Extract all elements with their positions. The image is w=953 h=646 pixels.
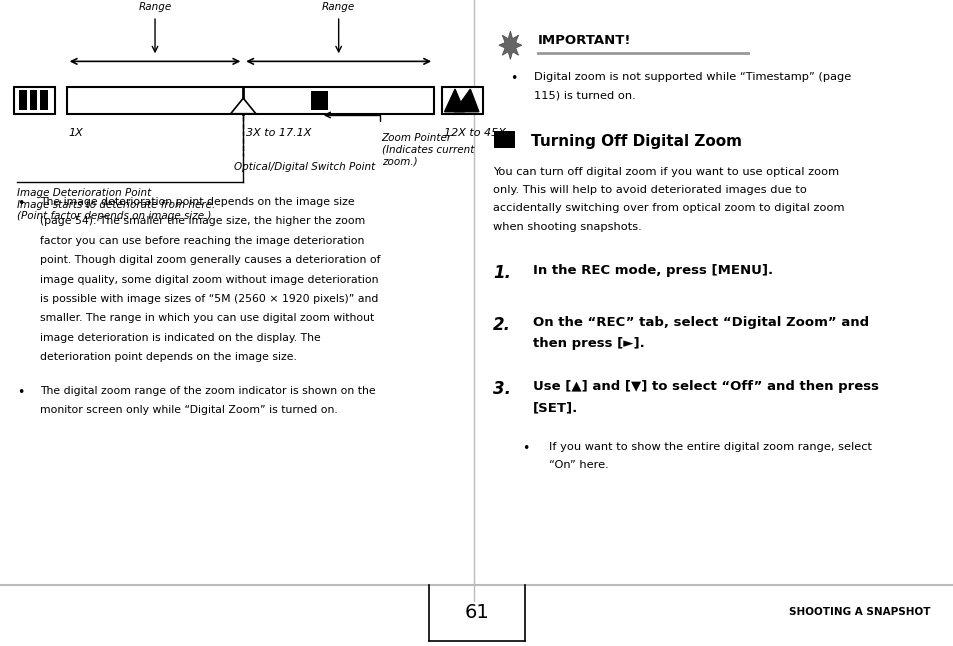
Text: In the REC mode, press [MENU].: In the REC mode, press [MENU]. [533, 264, 773, 277]
Text: SHOOTING A SNAPSHOT: SHOOTING A SNAPSHOT [788, 607, 929, 618]
Text: 115) is turned on.: 115) is turned on. [534, 90, 636, 100]
Text: 3X to 17.1X: 3X to 17.1X [246, 128, 312, 138]
Text: The digital zoom range of the zoom indicator is shown on the: The digital zoom range of the zoom indic… [40, 386, 375, 395]
Text: 2.: 2. [493, 316, 511, 334]
FancyBboxPatch shape [14, 87, 55, 114]
Text: •: • [17, 197, 25, 210]
Text: On the “REC” tab, select “Digital Zoom” and: On the “REC” tab, select “Digital Zoom” … [533, 316, 868, 329]
Text: 1X: 1X [69, 128, 83, 138]
Text: You can turn off digital zoom if you want to use optical zoom: You can turn off digital zoom if you wan… [493, 167, 839, 177]
Polygon shape [498, 31, 521, 59]
Text: then press [►].: then press [►]. [533, 337, 644, 350]
FancyBboxPatch shape [67, 87, 434, 114]
Text: accidentally switching over from optical zoom to digital zoom: accidentally switching over from optical… [493, 203, 843, 213]
Polygon shape [231, 98, 255, 114]
Text: image deterioration is indicated on the display. The: image deterioration is indicated on the … [40, 333, 320, 342]
Text: deterioration point depends on the image size.: deterioration point depends on the image… [40, 352, 296, 362]
Text: 61: 61 [464, 603, 489, 622]
Text: The image deterioration point depends on the image size: The image deterioration point depends on… [40, 197, 355, 207]
Text: [SET].: [SET]. [533, 402, 578, 415]
Text: •: • [521, 442, 529, 455]
FancyBboxPatch shape [19, 90, 27, 110]
Polygon shape [454, 89, 478, 112]
Text: 3.: 3. [493, 380, 511, 399]
Text: Image Deterioration Point
Image starts to deteriorate from here.
(Point factor d: Image Deterioration Point Image starts t… [17, 188, 215, 221]
Text: 1.: 1. [493, 264, 511, 282]
Text: monitor screen only while “Digital Zoom” is turned on.: monitor screen only while “Digital Zoom”… [40, 405, 337, 415]
Text: •: • [510, 72, 517, 85]
Text: when shooting snapshots.: when shooting snapshots. [493, 222, 641, 231]
Text: Optical/Digital Switch Point: Optical/Digital Switch Point [233, 162, 375, 172]
Text: If you want to show the entire digital zoom range, select: If you want to show the entire digital z… [548, 442, 871, 452]
FancyBboxPatch shape [311, 90, 328, 110]
Text: •: • [17, 386, 25, 399]
Text: (page 54). The smaller the image size, the higher the zoom: (page 54). The smaller the image size, t… [40, 216, 365, 226]
Polygon shape [444, 89, 464, 112]
Text: smaller. The range in which you can use digital zoom without: smaller. The range in which you can use … [40, 313, 374, 323]
FancyBboxPatch shape [30, 90, 37, 110]
Text: IMPORTANT!: IMPORTANT! [537, 34, 631, 47]
Text: Use [▲] and [▼] to select “Off” and then press: Use [▲] and [▼] to select “Off” and then… [533, 380, 879, 393]
Text: 12X to 45X: 12X to 45X [443, 128, 505, 138]
FancyBboxPatch shape [40, 90, 48, 110]
FancyBboxPatch shape [441, 87, 482, 114]
Text: Undeteriorated Image Quality
Range: Undeteriorated Image Quality Range [77, 0, 233, 12]
FancyBboxPatch shape [494, 131, 515, 148]
Text: only. This will help to avoid deteriorated images due to: only. This will help to avoid deteriorat… [493, 185, 806, 195]
Text: is possible with image sizes of “5M (2560 × 1920 pixels)” and: is possible with image sizes of “5M (256… [40, 294, 378, 304]
Text: image quality, some digital zoom without image deterioration: image quality, some digital zoom without… [40, 275, 378, 284]
Text: point. Though digital zoom generally causes a deterioration of: point. Though digital zoom generally cau… [40, 255, 380, 265]
Text: Zoom Pointer
(Indicates current
zoom.): Zoom Pointer (Indicates current zoom.) [381, 133, 474, 166]
Text: Turning Off Digital Zoom: Turning Off Digital Zoom [531, 134, 741, 149]
Text: Digital zoom is not supported while “Timestamp” (page: Digital zoom is not supported while “Tim… [534, 72, 851, 82]
Text: “On” here.: “On” here. [548, 460, 608, 470]
Text: Deteriorated Image Quality
Range: Deteriorated Image Quality Range [267, 0, 410, 12]
Text: factor you can use before reaching the image deterioration: factor you can use before reaching the i… [40, 236, 364, 245]
